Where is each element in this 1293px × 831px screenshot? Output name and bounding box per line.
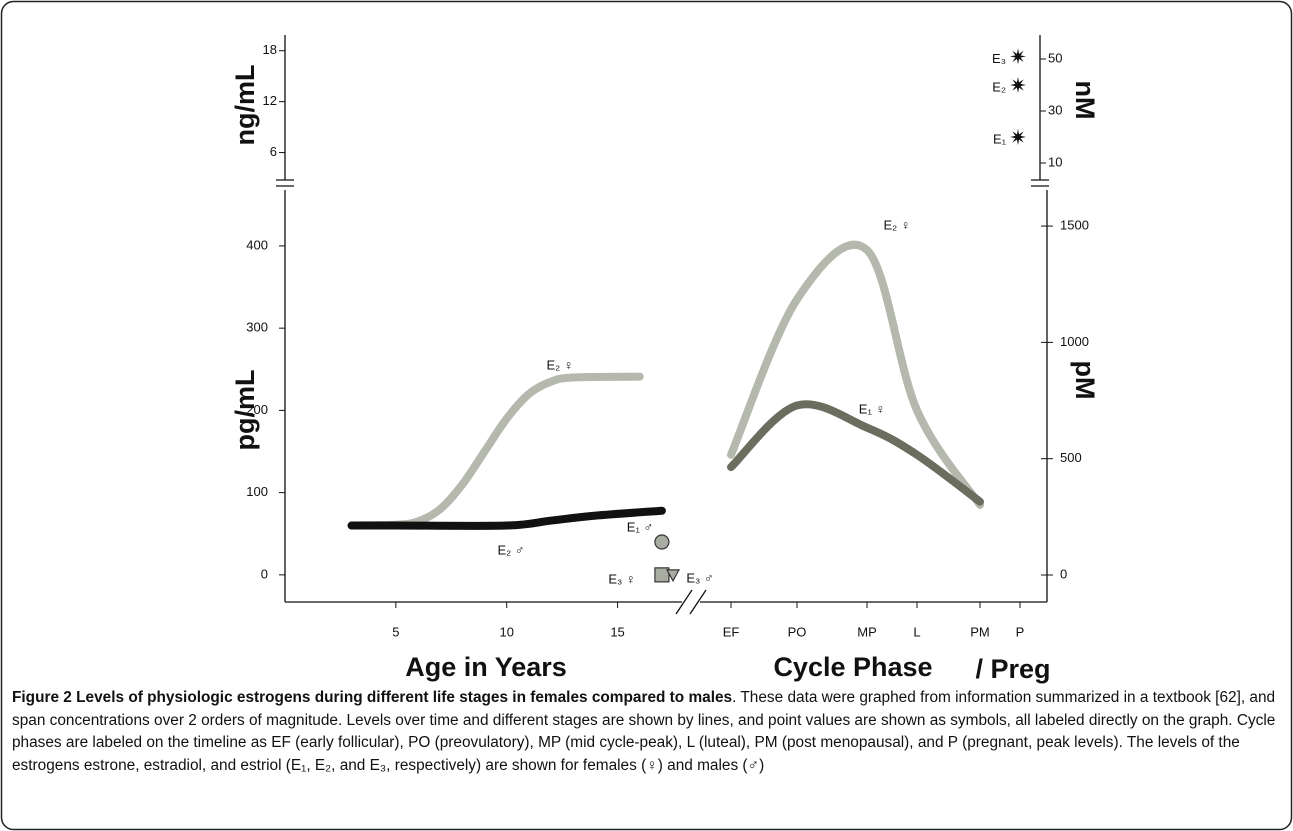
y-tick-label: 18: [263, 42, 277, 57]
point: [1010, 77, 1026, 93]
y-tick-label: 12: [263, 93, 277, 108]
y-tick-label: 400: [246, 237, 268, 252]
x-axis-title: Age in Years: [405, 652, 567, 682]
x-tick-label: L: [913, 624, 920, 639]
axes: [276, 35, 1049, 615]
point-label: E₁: [993, 131, 1007, 146]
line: [727, 240, 984, 509]
series-label: E₂ ♂: [497, 542, 524, 557]
point-label: E₁ ♂: [627, 519, 653, 534]
y-axis-title: pg/mL: [230, 370, 260, 451]
series-label: E₂ ♀: [883, 217, 910, 232]
series-label: E₁ ♀: [859, 401, 885, 416]
axis-break: [689, 589, 707, 615]
x-tick-label: P: [1016, 624, 1025, 639]
point: [654, 567, 670, 583]
y-tick-label: 100: [246, 484, 268, 499]
line: [347, 506, 666, 530]
x-tick-label: PO: [788, 624, 807, 639]
x-tick-label: 10: [499, 624, 513, 639]
x-axis-title: Cycle Phase: [773, 652, 932, 682]
x-tick-label: PM: [970, 624, 990, 639]
x-tick-label: 15: [610, 624, 624, 639]
y-tick-label: 300: [246, 320, 268, 335]
y-tick-label: 200: [246, 402, 268, 417]
y2-tick-label: 50: [1048, 50, 1062, 65]
point-label: E₂: [992, 79, 1006, 94]
caption: Figure 2 Levels of physiologic estrogens…: [12, 687, 1280, 777]
y2-axis-title: nM: [1070, 81, 1100, 120]
line: [727, 400, 984, 506]
series-label: E₂ ♀: [546, 357, 573, 372]
y2-tick-label: 10: [1048, 154, 1062, 169]
y2-tick-label: 500: [1060, 450, 1082, 465]
line: [347, 372, 644, 530]
x-tick-label: 5: [392, 624, 399, 639]
y-tick-label: 6: [270, 144, 277, 159]
y2-axis-title: pM: [1070, 361, 1100, 400]
point: [1010, 129, 1026, 145]
y2-tick-label: 1500: [1060, 217, 1089, 232]
y-axis-title: ng/mL: [230, 65, 260, 146]
y2-tick-label: 30: [1048, 102, 1062, 117]
point: [1010, 48, 1026, 65]
y2-tick-label: 0: [1060, 566, 1067, 581]
axis-break: [675, 589, 693, 615]
point-label: E₃ ♀: [608, 571, 635, 586]
x-tick-label: MP: [857, 624, 877, 639]
caption-label: Figure 2 Levels of physiologic estrogens…: [12, 689, 733, 706]
caption-text: . These data were graphed from informati…: [12, 689, 1276, 774]
point: [654, 534, 670, 550]
point-label: E₃ ♂: [686, 570, 713, 585]
point-label: E₃: [992, 51, 1006, 66]
y2-tick-label: 1000: [1060, 334, 1089, 349]
y-tick-label: 0: [261, 566, 268, 581]
x-tick-label: EF: [723, 624, 740, 639]
point: [665, 569, 681, 583]
x-axis-title: / Preg: [975, 654, 1050, 684]
